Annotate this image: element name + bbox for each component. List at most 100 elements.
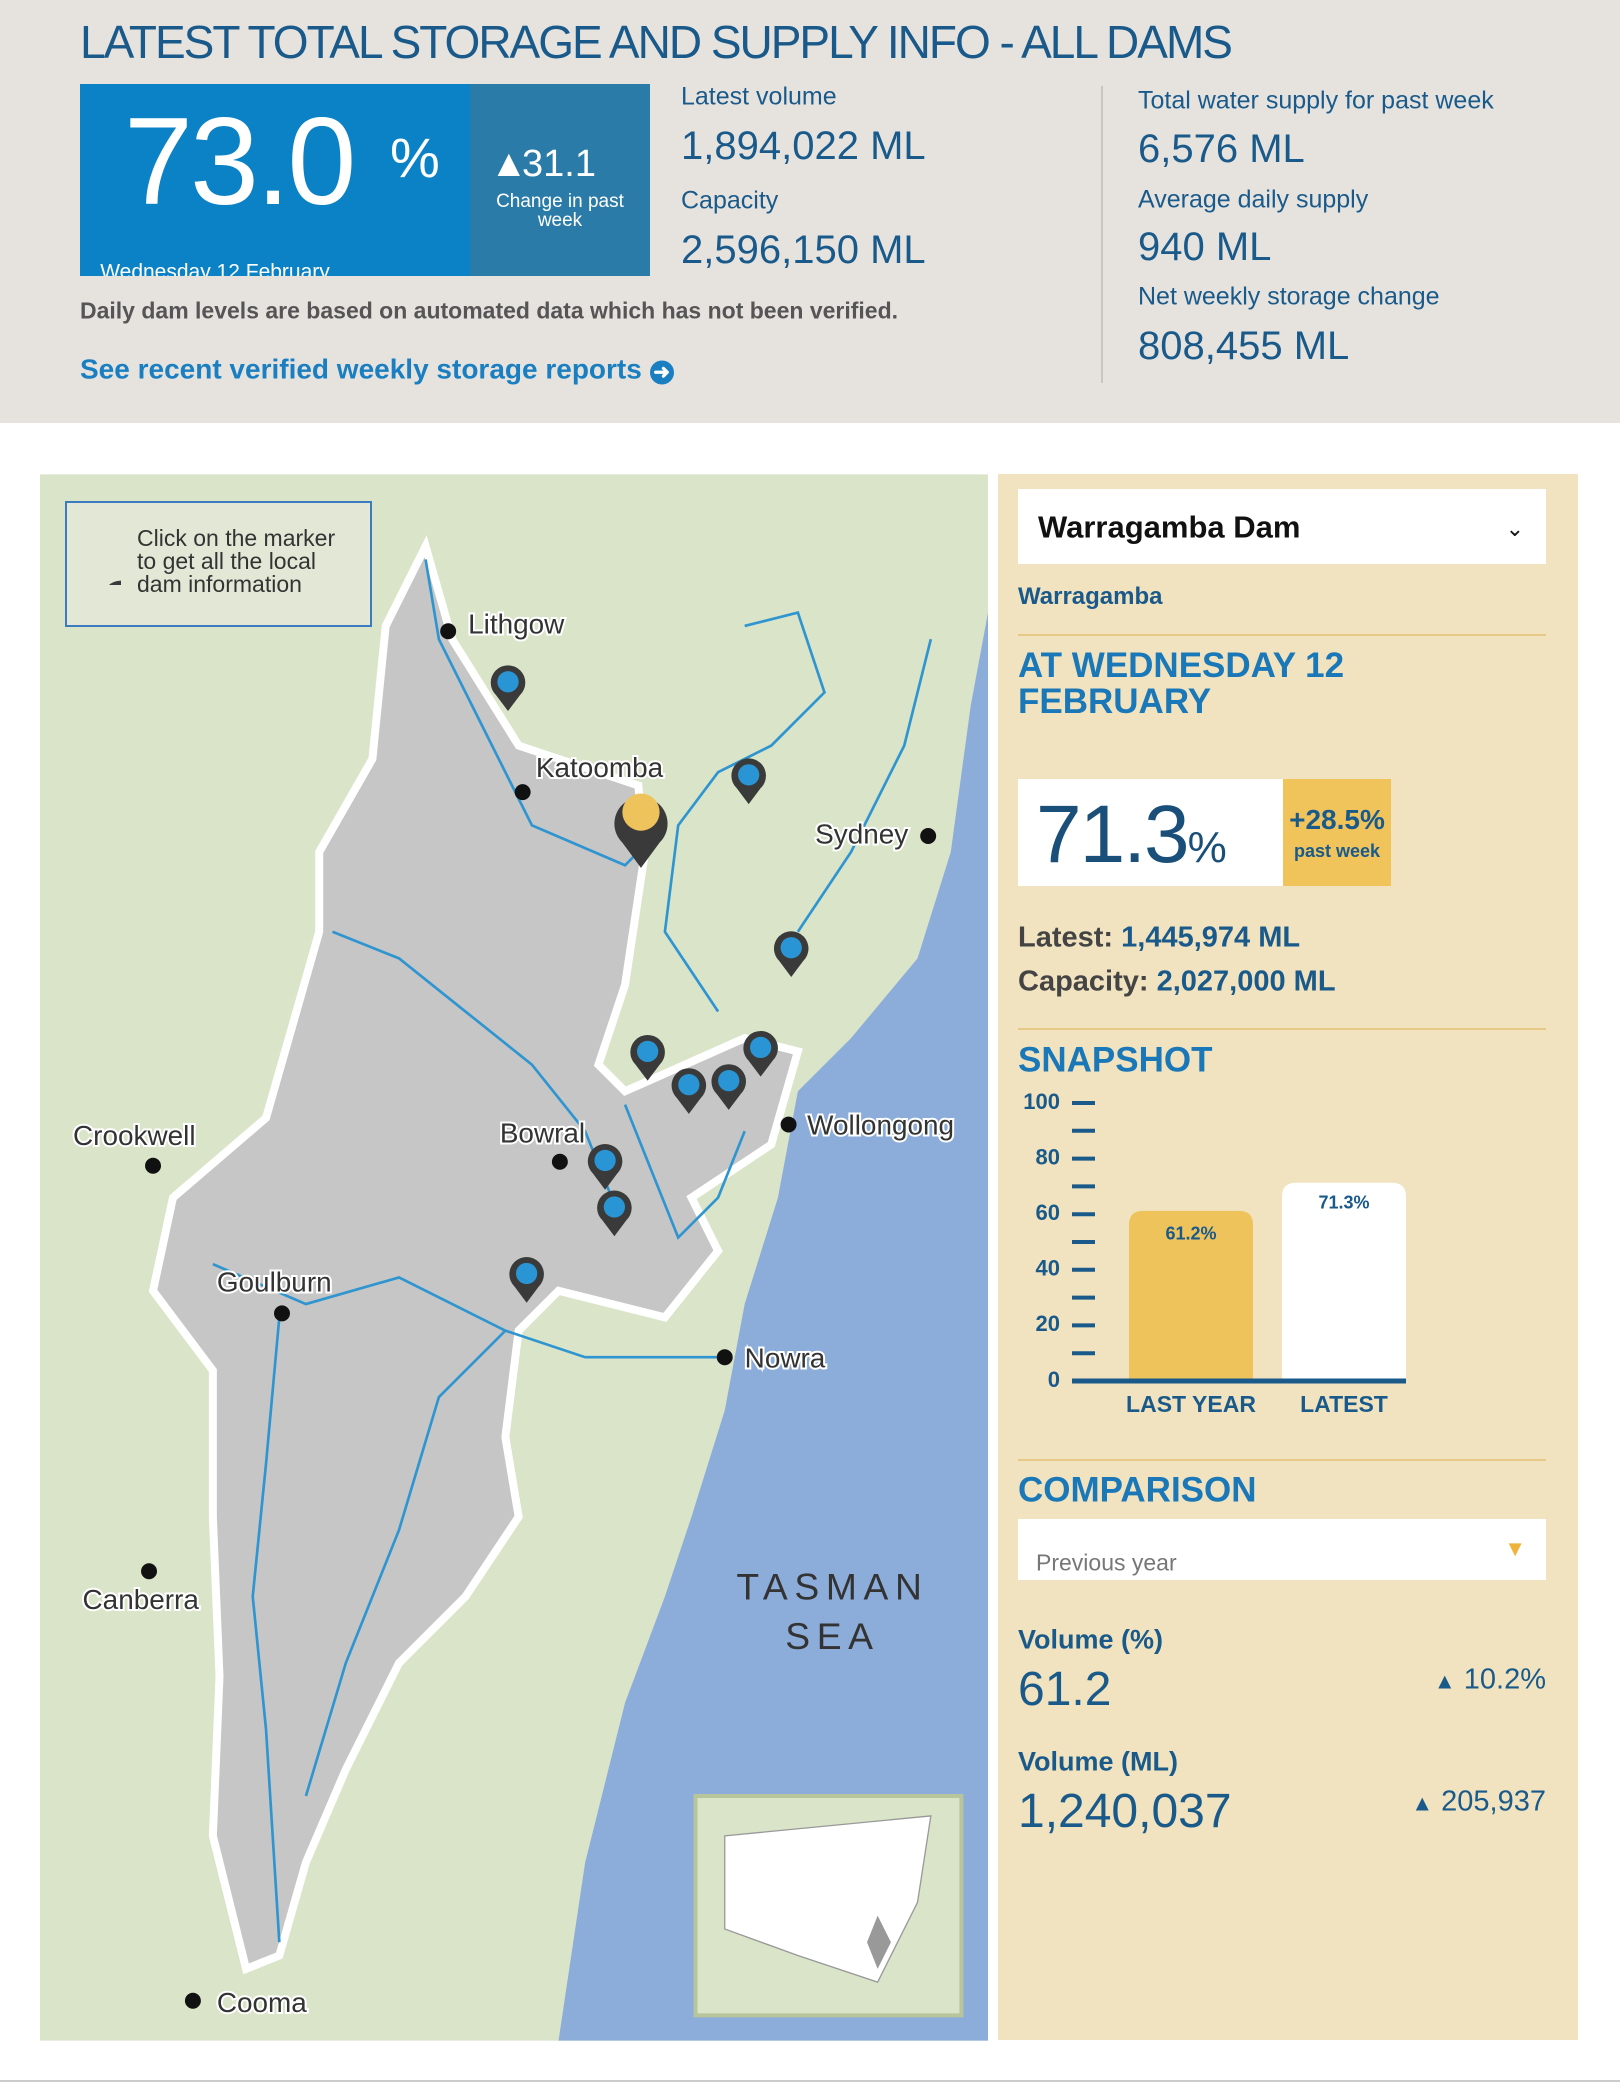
place-label: Katoomba xyxy=(536,752,664,783)
arrow-icon: ➜ xyxy=(649,360,674,385)
dropdown-arrow[interactable]: ▼ xyxy=(1504,1536,1526,1561)
chevron[interactable]: ⌄ xyxy=(1505,516,1524,541)
map-legend: Click on the marker to get all the local… xyxy=(65,501,372,627)
place-label: Sydney xyxy=(815,818,908,849)
y-tick-label: 60 xyxy=(1036,1200,1060,1225)
x-tick-label: LAST YEAR xyxy=(1126,1391,1256,1417)
place-dot xyxy=(920,828,937,844)
dam-percent-box: 71.3% xyxy=(1018,779,1283,886)
place-label: Nowra xyxy=(745,1342,826,1373)
value: 940 ML xyxy=(1138,225,1272,269)
snapshot-title: SNAPSHOT xyxy=(1018,1040,1213,1080)
comparison-select[interactable]: Previous year ▼ xyxy=(1018,1519,1546,1580)
place-label: Crookwell xyxy=(73,1120,196,1151)
rule xyxy=(1018,1459,1546,1461)
header: LATEST TOTAL STORAGE AND SUPPLY INFO - A… xyxy=(0,0,1620,423)
selected-dam-marker-dot[interactable] xyxy=(622,793,660,831)
dam-change: +28.5% xyxy=(1289,804,1385,835)
value-label: 71.3% xyxy=(1318,1193,1369,1213)
date-heading: AT WEDNESDAY 12 FEBRUARY xyxy=(1018,646,1345,721)
label: Volume (%) xyxy=(1018,1624,1164,1655)
place-label: Canberra xyxy=(83,1584,200,1615)
inset-region xyxy=(867,1915,891,1969)
change-value: 205,937 xyxy=(1441,1785,1546,1818)
place-dot xyxy=(551,1153,568,1170)
up-triangle: ▲ xyxy=(1411,1790,1434,1816)
change-triangle: ▲ xyxy=(490,143,528,185)
label: Total water supply for past week xyxy=(1138,86,1494,115)
change-box: ▲ 31.1 Change in past week xyxy=(470,84,650,276)
value: 2,596,150 ML xyxy=(681,228,926,272)
date: Wednesday 12 February xyxy=(100,260,330,277)
sea-label: TASMAN xyxy=(736,1566,928,1608)
place-dot xyxy=(780,1116,797,1133)
change-value: 31.1 xyxy=(522,143,596,185)
select-text[interactable]: Previous year xyxy=(1036,1549,1177,1576)
latest-label: Latest: xyxy=(1018,921,1114,954)
up-triangle: ▲ xyxy=(1433,1668,1456,1694)
label: Latest volume xyxy=(681,82,837,111)
change-value: 10.2% xyxy=(1463,1663,1546,1696)
place-label: Goulburn xyxy=(217,1266,332,1297)
label: Net weekly storage change xyxy=(1138,282,1440,311)
change: ▲ 205,937 xyxy=(1411,1785,1546,1818)
value: 1,240,037 xyxy=(1018,1785,1232,1838)
place-dot xyxy=(440,623,457,640)
dam-change-box: +28.5% past week xyxy=(1283,779,1391,886)
total-box: 73.0 % Wednesday 12 February xyxy=(80,84,470,276)
dam-select[interactable]: Warragamba Dam ⌄ xyxy=(1018,489,1546,564)
value: 1,894,022 ML xyxy=(681,124,926,168)
latest-value: 1,445,974 ML xyxy=(1121,921,1301,954)
place-dot xyxy=(716,1349,733,1366)
legend-pin xyxy=(102,580,121,585)
dam-percent: 71.3% xyxy=(1036,794,1227,876)
total-percent: 73.0 xyxy=(124,93,356,231)
y-tick-label: 100 xyxy=(1023,1090,1060,1114)
rule xyxy=(1018,1028,1546,1030)
label: Capacity xyxy=(681,186,779,215)
value-label: 61.2% xyxy=(1165,1224,1216,1244)
rule xyxy=(1018,634,1546,636)
bar xyxy=(1129,1210,1253,1381)
divider xyxy=(1101,86,1103,383)
footer-line xyxy=(0,2080,1620,2082)
y-tick-label: 40 xyxy=(1036,1256,1060,1281)
latest: Latest: 1,445,974 ML xyxy=(1018,921,1301,954)
place-dot xyxy=(145,1157,161,1174)
change-label: Change in past week xyxy=(496,191,624,231)
label: Average daily supply xyxy=(1138,185,1369,214)
bar xyxy=(1282,1182,1406,1381)
select-text[interactable]: Warragamba Dam xyxy=(1038,509,1301,545)
label: Volume (ML) xyxy=(1018,1746,1178,1777)
snapshot-chart: 0 20 40 60 80 100 61.2% LAST YEAR 71.3% LATEST xyxy=(1023,1090,1406,1417)
percent-unit: % xyxy=(1187,823,1227,872)
value: 6,576 ML xyxy=(1138,127,1305,171)
dam-change-label: past week xyxy=(1293,841,1381,861)
y-tick-label: 0 xyxy=(1048,1367,1060,1392)
link-text[interactable]: See recent verified weekly storage repor… xyxy=(80,353,642,385)
change: ▲ 10.2% xyxy=(1433,1663,1546,1696)
percent-unit: % xyxy=(390,126,440,189)
value: 61.2 xyxy=(1018,1663,1112,1716)
percent-value: 71.3 xyxy=(1036,789,1190,880)
sea xyxy=(558,612,988,2041)
place-dot xyxy=(141,1563,158,1580)
map: Lithgow Katoomba Sydney Wollongong Bowral Cro… xyxy=(40,474,988,2041)
y-tick-label: 80 xyxy=(1036,1144,1060,1169)
catchment xyxy=(148,535,803,1975)
capacity-label: Capacity: xyxy=(1018,965,1149,998)
legend-text: Click on the marker to get all the local… xyxy=(137,525,336,597)
place-dot xyxy=(274,1305,290,1322)
note: Daily dam levels are based on automated … xyxy=(80,297,899,324)
value: 808,455 ML xyxy=(1138,324,1350,368)
place-dot xyxy=(184,1992,201,2009)
reports-link[interactable]: See recent verified weekly storage repor… xyxy=(80,353,674,385)
place-label: Wollongong xyxy=(807,1110,954,1141)
x-tick-label: LATEST xyxy=(1300,1391,1388,1417)
rivers xyxy=(212,559,933,1943)
capacity: Capacity: 2,027,000 ML xyxy=(1018,965,1336,998)
region: Warragamba xyxy=(1018,583,1163,610)
place-label: Bowral xyxy=(500,1118,585,1149)
place-label: Lithgow xyxy=(468,608,565,639)
